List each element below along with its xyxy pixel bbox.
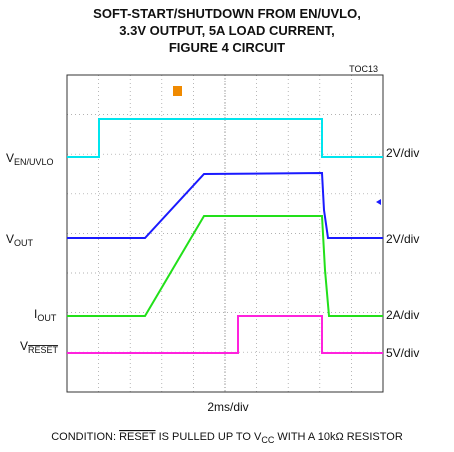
trace-label-main: I xyxy=(34,307,37,321)
trace-label-main: V xyxy=(6,151,14,165)
condition-text: WITH A 10kΩ RESISTOR xyxy=(274,431,402,443)
title-line: 3.3V OUTPUT, 5A LOAD CURRENT, xyxy=(119,23,335,38)
iout-trace xyxy=(67,215,383,317)
trace-label-main: V xyxy=(20,339,28,353)
title-line: FIGURE 4 CIRCUIT xyxy=(169,40,285,55)
trace-label: VEN/UVLO xyxy=(6,151,54,167)
reset-trace xyxy=(67,315,383,354)
trace-label-sub: OUT xyxy=(14,238,34,248)
title-line: SOFT-START/SHUTDOWN FROM EN/UVLO, xyxy=(93,6,361,21)
condition-signal: RESET xyxy=(119,431,156,443)
toc-label: TOC13 xyxy=(349,64,378,74)
trace-label-main: V xyxy=(6,232,14,246)
condition-text: IS PULLED UP TO V xyxy=(156,431,262,443)
trace-scale: 2A/div xyxy=(386,308,419,322)
en-uvlo-trace xyxy=(67,118,383,158)
trace-label-sub: OUT xyxy=(37,313,57,323)
x-scale: 2ms/div xyxy=(207,400,248,414)
trace-label: VOUT xyxy=(6,232,34,248)
trace-scale: 2V/div xyxy=(386,146,419,160)
vout-trace xyxy=(67,171,383,239)
trace-label: VRESET xyxy=(20,339,59,355)
trace-label-sub: EN/UVLO xyxy=(14,157,54,167)
trigger-marker xyxy=(173,86,182,96)
trace-label: IOUT xyxy=(34,307,57,323)
scope-frame xyxy=(66,74,384,393)
level-marker xyxy=(376,199,381,205)
scope-grid xyxy=(67,75,383,392)
trace-scale: 5V/div xyxy=(386,346,419,360)
condition-note: CONDITION: RESET IS PULLED UP TO VCC WIT… xyxy=(51,431,403,445)
trace-label-sub: RESET xyxy=(28,345,59,355)
condition-sub: CC xyxy=(261,435,274,445)
condition-text: CONDITION: xyxy=(51,431,119,443)
trace-scale: 2V/div xyxy=(386,232,419,246)
